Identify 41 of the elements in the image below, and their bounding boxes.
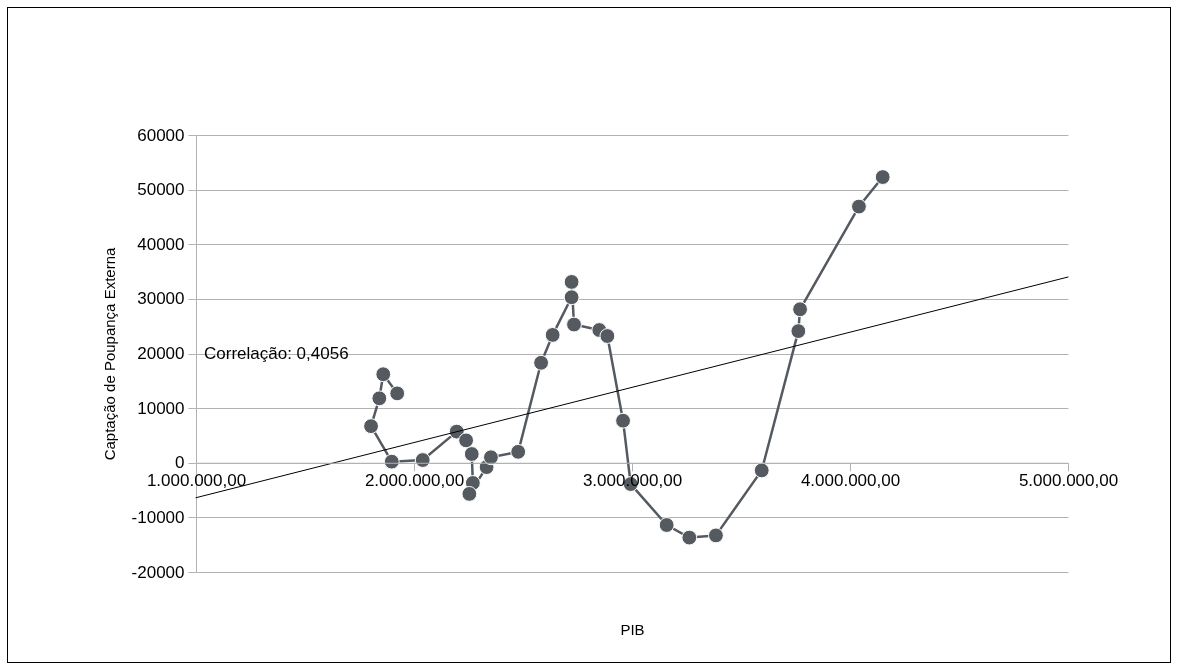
point [874,169,891,185]
point [371,390,388,407]
point [414,452,431,468]
x-tick-label: 1.000.000,00 [146,471,247,491]
y-tick-label: 30000 [137,289,185,309]
point [599,328,616,344]
y-tick-label: 40000 [137,234,185,254]
point [851,198,867,215]
y-tick-label: 60000 [137,125,185,145]
point [681,529,698,546]
point [375,366,392,383]
point [753,462,770,479]
y-tick-label: 50000 [137,180,185,200]
point [615,412,631,429]
point [389,385,406,402]
point [533,354,550,371]
x-tick-label: 5.000.000,00 [1018,471,1119,491]
y-tick-label: -20000 [131,562,185,582]
point [510,443,527,460]
y-tick-label: 0 [175,453,185,473]
point [790,323,807,340]
point [566,316,582,333]
x-axis-title: PIB [620,620,645,638]
point [483,449,499,466]
point [563,274,580,290]
x-tick-label: 4.000.000,00 [800,471,901,491]
point [708,527,724,544]
y-tick-label: 10000 [137,398,185,418]
y-axis-title: Captação de Poupança Externa [100,247,118,461]
point [792,301,808,318]
point [544,327,561,343]
y-tick-label: -10000 [131,507,185,527]
point [383,453,400,470]
annotation: Correlação: 0,4056 [204,343,349,363]
point [563,289,580,306]
point [458,432,475,449]
y-tick-label: 20000 [137,344,185,363]
point [363,418,379,435]
x-tick-label: 2.000.000,00 [364,471,465,491]
point [658,517,675,533]
point [463,446,480,462]
